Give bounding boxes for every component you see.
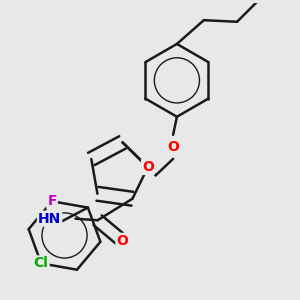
- Text: F: F: [47, 194, 57, 208]
- Text: Cl: Cl: [34, 256, 49, 270]
- Text: HN: HN: [38, 212, 61, 226]
- Text: O: O: [167, 140, 179, 154]
- Text: O: O: [116, 234, 128, 248]
- Text: O: O: [142, 160, 154, 174]
